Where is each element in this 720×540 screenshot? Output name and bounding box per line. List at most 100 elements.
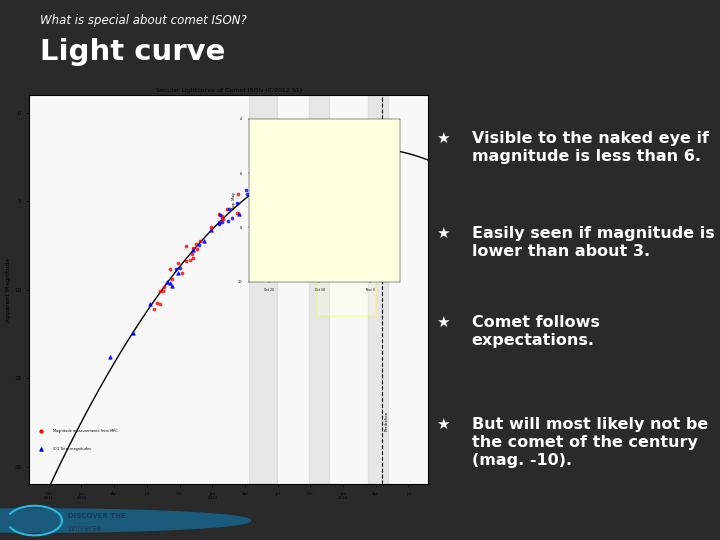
- Point: [191, 245, 202, 253]
- Point: [292, 165, 304, 173]
- Point: [337, 132, 348, 141]
- Point: [186, 249, 198, 258]
- Point: [355, 136, 366, 144]
- Point: [375, 151, 387, 160]
- Text: Comet follows
expectations.: Comet follows expectations.: [472, 315, 600, 348]
- Point: [288, 170, 300, 178]
- Text: DISCOVER THE: DISCOVER THE: [68, 513, 126, 519]
- Text: Easily seen if magnitude is
lower than about 3.: Easily seen if magnitude is lower than a…: [472, 226, 714, 259]
- Point: [287, 158, 299, 167]
- Point: [187, 253, 199, 262]
- Point: [266, 186, 278, 194]
- Point: [269, 168, 280, 177]
- Point: [375, 141, 387, 150]
- Point: [127, 328, 139, 337]
- Point: [364, 142, 375, 151]
- Point: [212, 210, 224, 219]
- Text: What is special about comet ISON?: What is special about comet ISON?: [40, 14, 246, 27]
- Point: [370, 142, 382, 151]
- Point: [216, 212, 228, 221]
- Point: [312, 157, 324, 165]
- Point: [246, 190, 257, 199]
- Text: But will most likely not be
the comet of the century
(mag. -10).: But will most likely not be the comet of…: [472, 416, 708, 468]
- Point: [230, 209, 242, 218]
- Point: [329, 137, 341, 146]
- Point: [231, 198, 243, 207]
- Point: [158, 283, 170, 292]
- Bar: [248, 95, 276, 484]
- Point: [269, 166, 281, 175]
- Point: [166, 274, 178, 283]
- Point: [366, 138, 378, 147]
- Point: [252, 187, 264, 195]
- Point: [214, 210, 225, 219]
- Point: [357, 146, 369, 154]
- Point: [276, 165, 288, 173]
- Point: [287, 164, 298, 172]
- Point: [233, 190, 244, 198]
- Point: [266, 179, 278, 187]
- Point: [194, 240, 205, 249]
- Point: [221, 205, 233, 214]
- Point: [324, 151, 336, 159]
- Point: [145, 300, 156, 308]
- Circle shape: [0, 509, 251, 532]
- Text: ★: ★: [436, 416, 449, 431]
- Text: Light curve: Light curve: [40, 38, 225, 65]
- Point: [233, 210, 245, 219]
- Bar: [309, 95, 328, 484]
- Bar: [29, 95, 428, 484]
- Point: [194, 237, 205, 245]
- Point: [104, 353, 116, 361]
- Point: [289, 144, 300, 152]
- Point: [217, 214, 229, 223]
- Point: [251, 189, 262, 198]
- Point: [372, 138, 383, 146]
- Point: [161, 278, 173, 287]
- Point: [187, 246, 199, 254]
- Point: [369, 144, 380, 153]
- Point: [374, 145, 386, 154]
- Point: [174, 264, 185, 272]
- Point: [305, 158, 317, 166]
- Point: [190, 240, 202, 249]
- Text: ICQ Total magnitudes: ICQ Total magnitudes: [53, 447, 91, 451]
- Point: [368, 146, 379, 155]
- Text: Perihelion: Perihelion: [384, 411, 389, 431]
- Point: [351, 141, 362, 150]
- Point: [171, 265, 182, 273]
- Point: [248, 184, 260, 192]
- Point: [261, 174, 273, 183]
- Point: [363, 139, 374, 147]
- Point: [164, 265, 176, 274]
- Point: [289, 167, 301, 176]
- Point: [246, 181, 258, 190]
- Point: [157, 287, 168, 295]
- Point: [318, 147, 330, 156]
- Point: [216, 218, 228, 226]
- Point: [267, 181, 279, 190]
- Point: [180, 257, 192, 266]
- Point: [371, 139, 382, 148]
- Point: [240, 186, 251, 194]
- Point: [216, 214, 228, 222]
- Point: [222, 217, 233, 225]
- Y-axis label: Apparent Magnitude: Apparent Magnitude: [6, 258, 12, 322]
- Text: universe: universe: [68, 524, 102, 533]
- Point: [240, 190, 252, 198]
- Point: [356, 154, 367, 163]
- Point: [274, 165, 286, 174]
- Point: [283, 178, 294, 186]
- Point: [302, 160, 313, 168]
- Point: [253, 185, 264, 194]
- Point: [166, 282, 178, 291]
- Point: [317, 153, 328, 161]
- Point: [35, 444, 47, 453]
- Point: [297, 160, 309, 168]
- Point: [151, 299, 163, 308]
- Text: Visible to the naked eye if
magnitude is less than 6.: Visible to the naked eye if magnitude is…: [472, 131, 708, 164]
- Text: Magnitude measurements from MPC: Magnitude measurements from MPC: [53, 429, 117, 433]
- Text: ★: ★: [436, 131, 449, 146]
- Text: ★: ★: [436, 315, 449, 330]
- Point: [199, 237, 210, 246]
